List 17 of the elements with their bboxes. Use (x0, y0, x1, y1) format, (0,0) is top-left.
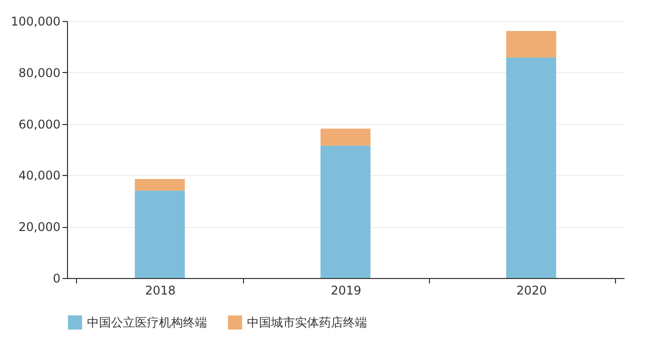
bar (134, 190, 185, 278)
bar (506, 57, 556, 278)
x-tick-label: 2020 (516, 284, 547, 298)
bar (320, 128, 370, 146)
y-tick-label: 40,000 (18, 168, 60, 183)
y-tick-label: 20,000 (18, 220, 60, 234)
bar (506, 31, 556, 58)
x-tick-label: 2018 (145, 284, 176, 298)
y-tick-label: 60,000 (18, 117, 60, 132)
bar (320, 146, 370, 278)
y-tick-label: 100,000 (10, 14, 60, 28)
legend-label: 中国城市实体药店终端 (247, 315, 367, 330)
x-tick-label: 2019 (330, 284, 362, 298)
y-tick-label: 80,000 (18, 66, 60, 80)
legend-label: 中国公立医疗机构终端 (87, 315, 207, 330)
y-tick-label: 0 (52, 272, 60, 286)
bar (134, 179, 185, 191)
